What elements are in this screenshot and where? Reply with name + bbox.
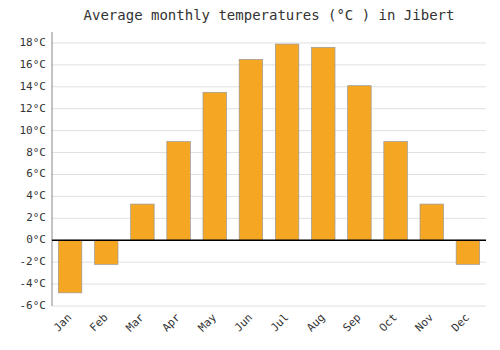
- x-tick-label: Sep: [340, 311, 363, 334]
- y-tick-label: 4°C: [26, 189, 46, 202]
- bar: [167, 142, 191, 241]
- y-tick-label: 8°C: [26, 146, 46, 159]
- bar: [456, 240, 480, 264]
- chart: Average monthly temperatures (°C ) in Ji…: [0, 0, 500, 350]
- bar: [420, 204, 444, 240]
- grid-line: [52, 86, 486, 87]
- x-tick-label: Mar: [123, 311, 147, 335]
- y-tick-label: 0°C: [26, 233, 46, 246]
- bar: [58, 240, 82, 293]
- y-tick-label: 18°C: [20, 36, 47, 49]
- bar: [203, 92, 227, 240]
- x-tick-label: May: [196, 311, 220, 335]
- grid-line: [52, 64, 486, 65]
- x-tick-label: Feb: [87, 311, 110, 334]
- grid-line: [52, 42, 486, 43]
- y-tick-label: 2°C: [26, 211, 46, 224]
- grid-line: [52, 130, 486, 131]
- bar: [384, 142, 408, 241]
- bar: [348, 86, 372, 241]
- y-axis-line: [52, 32, 53, 306]
- x-tick-label: Jul: [268, 311, 291, 334]
- grid-line: [52, 240, 486, 241]
- grid-line: [52, 174, 486, 175]
- x-tick-label: Nov: [413, 311, 437, 335]
- bar: [311, 47, 335, 240]
- x-tick-label: Apr: [160, 311, 184, 335]
- y-tick-label: -6°C: [20, 299, 47, 312]
- bars: [52, 44, 486, 293]
- bar: [275, 44, 299, 240]
- x-tick-label: Jun: [232, 311, 255, 334]
- x-tick-label: Oct: [377, 311, 400, 334]
- y-tick-label: 10°C: [20, 124, 47, 137]
- title: Average monthly temperatures (°C ) in Ji…: [84, 7, 455, 23]
- y-tick-label: 6°C: [26, 167, 46, 180]
- grid-line: [52, 196, 486, 197]
- grid-line: [52, 152, 486, 153]
- bar: [239, 59, 263, 240]
- y-tick-label: 14°C: [20, 80, 47, 93]
- grid-line: [52, 284, 486, 285]
- grid: [52, 43, 486, 306]
- x-tick-label: Dec: [449, 311, 472, 334]
- grid-line: [52, 306, 486, 307]
- grid-line: [52, 108, 486, 109]
- bar: [131, 204, 155, 240]
- y-tick-label: 12°C: [20, 102, 47, 115]
- x-tick-label: Aug: [304, 311, 327, 334]
- y-tick-label: -2°C: [20, 255, 47, 268]
- y-tick-label: -4°C: [20, 277, 47, 290]
- zero-line: [52, 239, 486, 241]
- y-tick-label: 16°C: [20, 58, 47, 71]
- bar: [94, 240, 118, 264]
- x-tick-label: Jan: [51, 311, 74, 334]
